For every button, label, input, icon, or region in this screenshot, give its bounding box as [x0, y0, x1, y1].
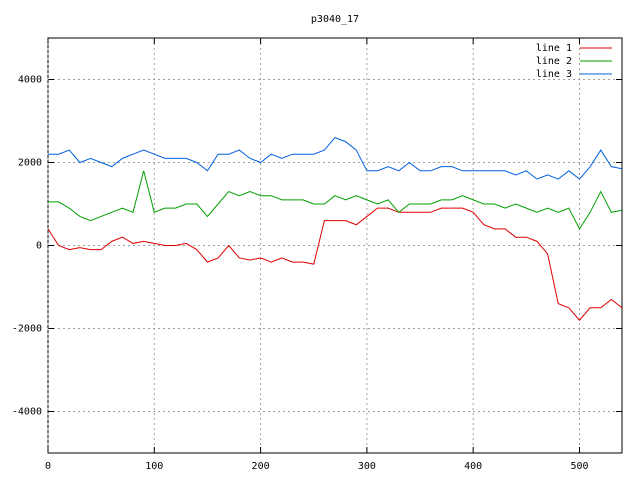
y-tick-label: 2000	[18, 158, 42, 169]
legend-label: line 1	[536, 43, 572, 54]
y-tick-label: 0	[36, 241, 42, 252]
chart-title: p3040_17	[311, 14, 359, 25]
x-tick-label: 100	[145, 461, 163, 472]
x-tick-label: 300	[358, 461, 376, 472]
y-tick-label: -4000	[12, 407, 42, 418]
legend-label: line 3	[536, 69, 572, 80]
x-tick-label: 500	[570, 461, 588, 472]
data-line	[48, 137, 623, 180]
x-tick-label: 400	[464, 461, 482, 472]
y-tick-label: -2000	[12, 324, 42, 335]
x-tick-label: 200	[252, 461, 270, 472]
legend-label: line 2	[536, 56, 572, 67]
y-tick-label: 4000	[18, 75, 42, 86]
x-tick-label: 0	[45, 461, 51, 472]
data-line	[47, 207, 623, 321]
data-line	[48, 170, 623, 230]
